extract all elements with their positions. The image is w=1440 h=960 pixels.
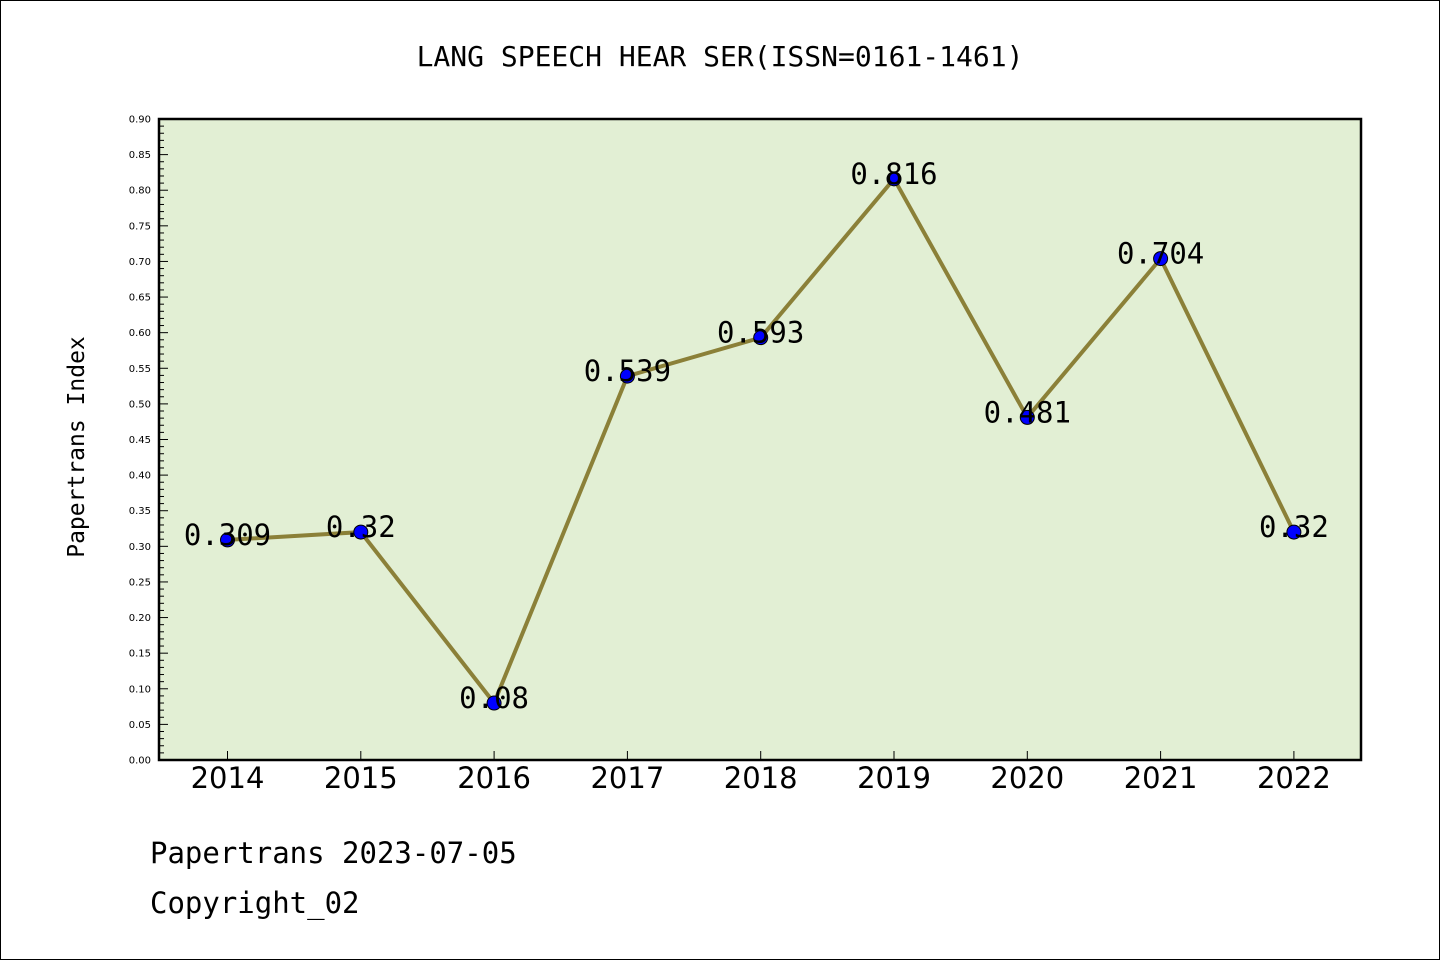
y-tick-label: 0.20 [129,613,151,624]
data-label-2015: 0.32 [326,510,396,544]
y-tick-label: 0.75 [129,221,151,232]
y-tick-label: 0.15 [129,649,151,660]
y-tick-label: 0.55 [129,364,151,375]
data-point-2021 [1153,251,1169,267]
data-label-2022: 0.32 [1259,510,1329,544]
x-tick-label: 2016 [457,761,531,795]
data-point-2019 [886,171,902,187]
data-point-2020 [1019,409,1035,425]
y-tick-label: 0.05 [129,720,151,731]
x-tick-label: 2020 [990,761,1064,795]
y-tick-label: 0.35 [129,506,151,517]
x-tick-label: 2019 [857,761,931,795]
plot-area [157,117,1363,762]
footer-source: Papertrans 2023-07-05 [150,836,517,870]
data-point-2017 [619,368,635,384]
y-tick-label: 0.40 [129,471,151,482]
data-label-2019: 0.816 [850,157,937,191]
data-label-2021: 0.704 [1117,237,1204,271]
y-tick-label: 0.45 [129,435,151,446]
y-tick-label: 0.00 [129,756,151,767]
data-label-2016: 0.08 [459,681,529,715]
data-label-2020: 0.481 [984,395,1071,429]
x-tick-label: 2021 [1124,761,1198,795]
y-tick-label: 0.70 [129,257,151,268]
y-tick-label: 0.80 [129,186,151,197]
x-tick-label: 2017 [590,761,664,795]
y-tick-label: 0.90 [129,115,151,126]
data-point-2018 [753,330,769,346]
data-point-2014 [220,532,235,548]
data-label-2014: 0.309 [184,518,271,552]
data-point-2015 [353,524,369,540]
y-tick-label: 0.10 [129,684,151,695]
y-axis-label: Papertrans Index [64,336,90,558]
data-point-2022 [1286,524,1302,540]
y-tick-label: 0.50 [129,399,151,410]
data-point-2016 [486,695,502,711]
data-label-2017: 0.539 [584,354,671,388]
y-tick-label: 0.85 [129,150,151,161]
data-label-2018: 0.593 [717,316,804,350]
y-tick-label: 0.60 [129,328,151,339]
x-tick-label: 2015 [324,761,398,795]
footer-copyright: Copyright_02 [150,886,360,920]
y-tick-label: 0.25 [129,577,151,588]
x-tick-label: 2018 [724,761,798,795]
x-tick-label: 2014 [191,761,265,795]
y-tick-label: 0.30 [129,542,151,553]
x-tick-label: 2022 [1257,761,1331,795]
chart-title: LANG SPEECH HEAR SER(ISSN=0161-1461) [417,40,1024,73]
y-tick-label: 0.65 [129,293,151,304]
